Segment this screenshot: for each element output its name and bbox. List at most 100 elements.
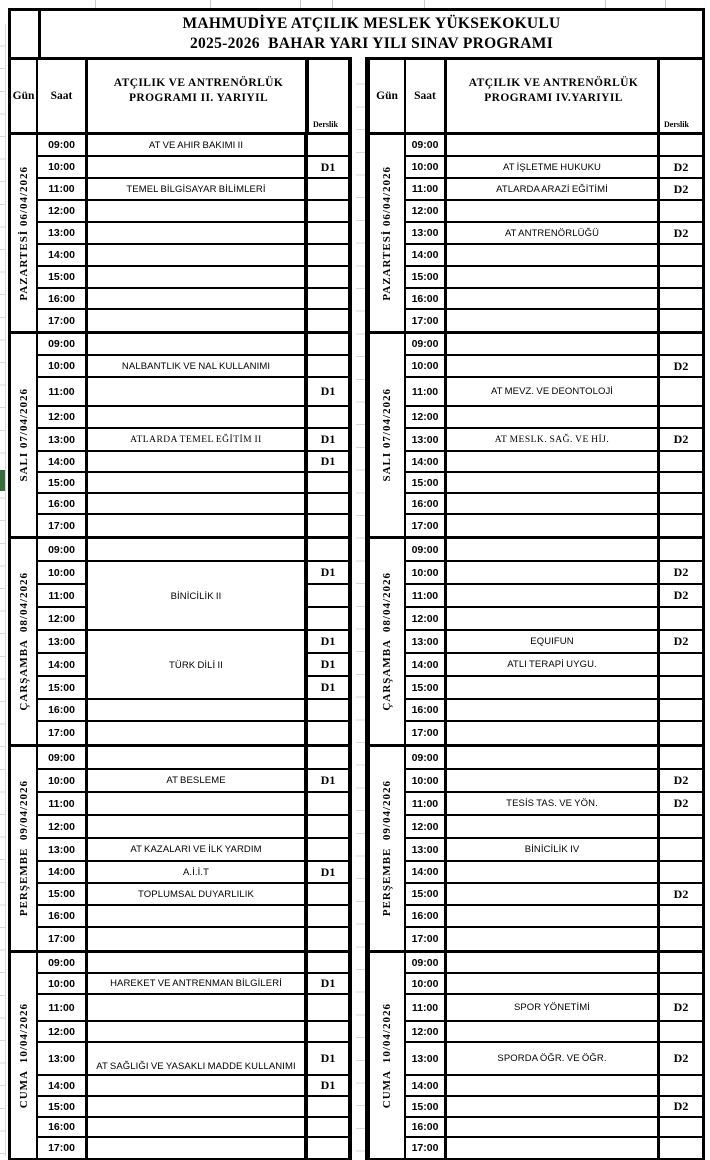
course-cell (88, 928, 308, 950)
classroom-cell (660, 974, 702, 995)
day-label-cell: CUMA 10/04/2026 (370, 953, 406, 1158)
schedule-row: 15:00 (406, 473, 702, 494)
classroom-cell: D1 (308, 378, 348, 407)
time-cell: 14:00 (38, 862, 88, 884)
time-cell: 14:00 (406, 654, 447, 677)
schedule-row: 17:00 (406, 1138, 702, 1158)
course-cell (447, 1138, 660, 1158)
course-cell: AT MEVZ. VE DEONTOLOJİ (447, 378, 660, 407)
time-cell: 12:00 (38, 816, 88, 839)
classroom-cell (308, 515, 348, 536)
time-cell: 15:00 (38, 677, 88, 700)
classroom-cell: D2 (660, 356, 702, 378)
time-cell: 13:00 (406, 839, 447, 862)
schedule-row: 14:00 (406, 245, 702, 267)
classroom-cell (660, 839, 702, 862)
course-cell (447, 1022, 660, 1043)
course-cell (447, 928, 660, 950)
day-label-cell: SALI 07/04/2026 (11, 334, 38, 536)
time-cell: 16:00 (406, 1118, 447, 1138)
time-cell: 10:00 (406, 770, 447, 793)
course-cell: SPOR YÖNETİMİ (447, 995, 660, 1022)
classroom-cell: D2 (660, 995, 702, 1022)
time-cell: 14:00 (38, 452, 88, 473)
course-cell (447, 1076, 660, 1097)
schedule-row: 09:00 (406, 747, 702, 770)
classroom-cell (308, 700, 348, 722)
time-cell: 12:00 (38, 608, 88, 631)
schedule-row: 09:00 (38, 334, 348, 356)
course-cell (447, 816, 660, 839)
gridline-tick (605, 0, 606, 8)
time-cell: 17:00 (38, 515, 88, 536)
course-cell: AT BESLEME (88, 770, 308, 793)
classroom-cell: D2 (660, 429, 702, 452)
course-cell (88, 289, 308, 310)
day-rows: 09:00 10:00 NALBANTLIK VE NAL KULLANIMI 11:… (38, 334, 348, 536)
schedule-row: 10:00 D1 (38, 562, 348, 585)
day-rows: 09:00 10:00 D2 11:00 TESİS TAS. VE YÖN. D2 12:… (406, 747, 702, 950)
time-cell: 09:00 (38, 135, 88, 157)
course-cell (88, 407, 308, 429)
day-rows: 09:00 AT VE AHIR BAKIMI II 10:00 D1 11:00 TEM… (38, 135, 348, 331)
schedule-row: 10:00 D2 (406, 356, 702, 378)
classroom-cell: D1 (308, 862, 348, 884)
schedule-row: 11:00 D2 (406, 585, 702, 608)
classroom-cell: D2 (660, 770, 702, 793)
time-cell: 14:00 (38, 1076, 88, 1097)
schedule-row: 09:00 (38, 747, 348, 770)
time-cell: 10:00 (406, 356, 447, 378)
time-cell: 12:00 (406, 407, 447, 429)
schedule-row: 09:00 (406, 135, 702, 157)
schedule-row: 11:00 SPOR YÖNETİMİ D2 (406, 995, 702, 1022)
classroom-cell (308, 839, 348, 862)
schedule-row: 12:00 (38, 1022, 348, 1043)
schedule-row: 12:00 (38, 407, 348, 429)
course-cell (88, 245, 308, 267)
time-cell: 15:00 (38, 473, 88, 494)
course-cell (447, 585, 660, 608)
schedule-row: 11:00 BİNİCİLİK II (38, 585, 348, 608)
schedule-row: 14:00 A.İ.İ.T D1 (38, 862, 348, 884)
program-title: ATÇILIK VE ANTRENÖRLÜK PROGRAMI IV.YARIYI… (447, 60, 660, 132)
classroom-cell: D2 (660, 562, 702, 585)
course-cell (88, 1022, 308, 1043)
day-block: CUMA 10/04/2026 09:00 10:00 11:00 SPOR YÖNET… (370, 953, 702, 1158)
time-cell: 14:00 (406, 1076, 447, 1097)
classroom-cell: D2 (660, 223, 702, 245)
course-cell: AT ANTRENÖRLÜĞÜ (447, 223, 660, 245)
classroom-cell (308, 953, 348, 974)
time-cell: 10:00 (406, 562, 447, 585)
time-cell: 10:00 (38, 157, 88, 179)
classroom-cell (308, 310, 348, 331)
classroom-cell (308, 289, 348, 310)
time-cell: 15:00 (406, 884, 447, 906)
time-cell: 09:00 (38, 953, 88, 974)
program-title-line1: ATÇILIK VE ANTRENÖRLÜK (468, 77, 639, 89)
time-cell: 10:00 (406, 974, 447, 995)
day-block: PERŞEMBE 09/04/2026 09:00 10:00 AT BESLEME D… (11, 747, 348, 953)
classroom-cell: D1 (308, 452, 348, 473)
schedule-row: 11:00 TESİS TAS. VE YÖN. D2 (406, 793, 702, 816)
schedule-row: 10:00 NALBANTLIK VE NAL KULLANIMI (38, 356, 348, 378)
day-label: PAZARTESİ 06/04/2026 (17, 165, 30, 301)
schedule-row: 16:00 (38, 700, 348, 722)
course-cell (88, 631, 308, 654)
schedule-row: 15:00 (406, 267, 702, 289)
day-label: ÇARŞAMBA 08/04/2026 (381, 572, 393, 711)
corner-cell (8, 8, 38, 57)
schedule-row: 15:00 (406, 677, 702, 700)
time-cell: 17:00 (406, 310, 447, 331)
gridline-tick (95, 0, 96, 8)
course-cell (447, 267, 660, 289)
day-label: PERŞEMBE 09/04/2026 (381, 780, 393, 917)
course-cell (447, 515, 660, 536)
course-cell (447, 562, 660, 585)
classroom-cell (308, 1138, 348, 1158)
time-cell: 14:00 (406, 245, 447, 267)
classroom-cell (308, 585, 348, 608)
day-rows: 09:00 10:00 D2 11:00 AT MEVZ. VE DEONTOLOJİ 1… (406, 334, 702, 536)
time-cell: 09:00 (406, 135, 447, 157)
time-cell: 12:00 (406, 1022, 447, 1043)
classroom-cell (660, 473, 702, 494)
